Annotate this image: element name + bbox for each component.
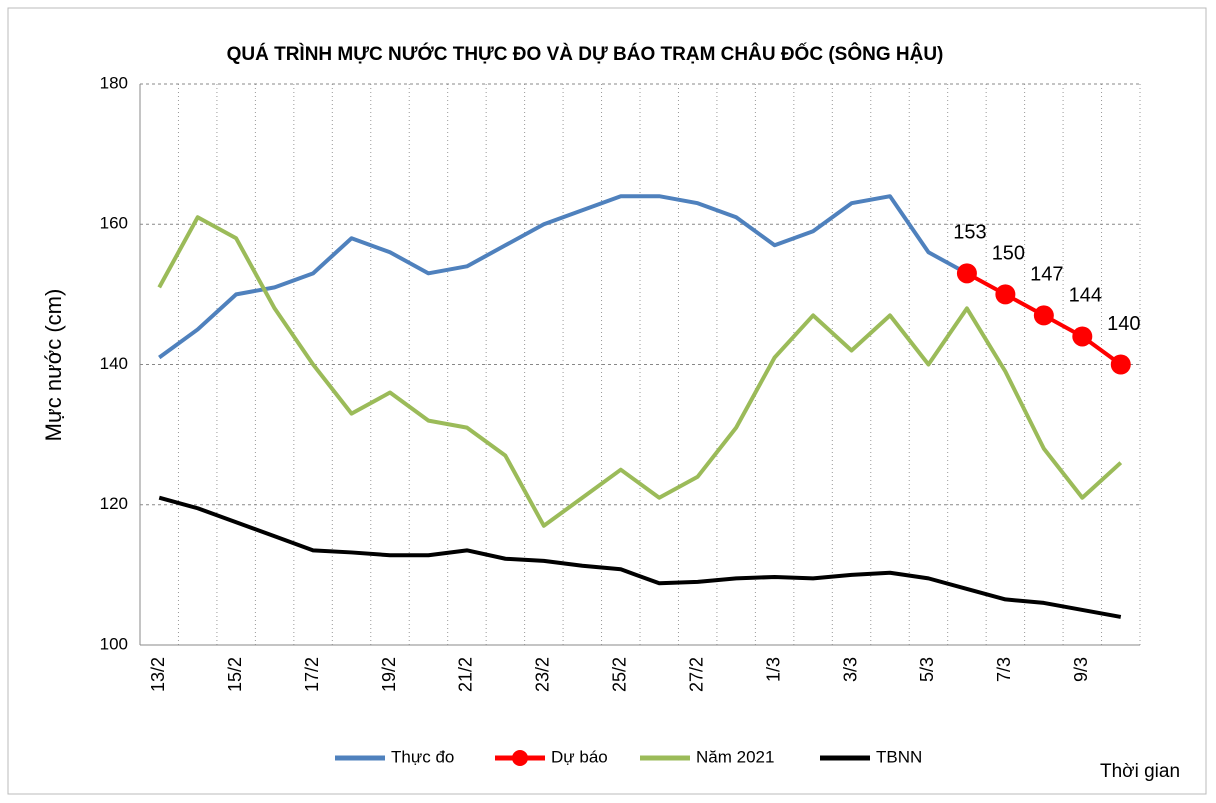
legend-label: Thực đo	[391, 747, 454, 766]
marker	[1033, 305, 1054, 326]
series-line	[158, 194, 968, 360]
x-tick-label: 19/2	[379, 657, 399, 692]
x-tick-label: 21/2	[456, 657, 476, 692]
y-tick-label: 100	[100, 634, 128, 653]
x-tick-label: 7/3	[994, 657, 1014, 682]
chart-title: QUÁ TRÌNH MỰC NƯỚC THỰC ĐO VÀ DỰ BÁO TRẠ…	[227, 43, 944, 65]
y-axis-label: Mực nước (cm)	[41, 289, 66, 442]
marker	[1072, 326, 1093, 347]
y-tick-label: 180	[100, 73, 128, 92]
x-tick-label: 17/2	[302, 657, 322, 692]
x-tick-label: 5/3	[917, 657, 937, 682]
y-tick-label: 140	[100, 354, 128, 373]
chart-frame	[7, 7, 1207, 795]
x-tick-label: 25/2	[610, 657, 630, 692]
x-tick-label: 15/2	[225, 657, 245, 692]
x-tick-label: 1/3	[763, 657, 783, 682]
legend-label: Năm 2021	[696, 747, 774, 766]
y-tick-label: 160	[100, 214, 128, 233]
legend-label: TBNN	[876, 747, 922, 766]
marker	[995, 284, 1016, 305]
data-label: 147	[1030, 264, 1063, 286]
x-tick-label: 23/2	[533, 657, 553, 692]
x-tick-label: 3/3	[840, 657, 860, 682]
x-tick-label: 13/2	[148, 657, 168, 692]
legend-label: Dự báo	[551, 747, 608, 766]
data-label: 150	[992, 243, 1025, 265]
marker	[1110, 354, 1131, 375]
series-line	[157, 215, 1123, 528]
data-label: 140	[1107, 313, 1140, 335]
x-tick-label: 27/2	[686, 657, 706, 692]
legend-marker	[512, 750, 528, 766]
x-axis-label: Thời gian	[1100, 761, 1180, 782]
marker	[956, 263, 977, 284]
data-label: 144	[1069, 285, 1102, 307]
data-label: 153	[953, 222, 986, 244]
series-line	[158, 495, 1122, 619]
x-tick-label: 9/3	[1071, 657, 1091, 682]
y-tick-label: 120	[100, 494, 128, 513]
